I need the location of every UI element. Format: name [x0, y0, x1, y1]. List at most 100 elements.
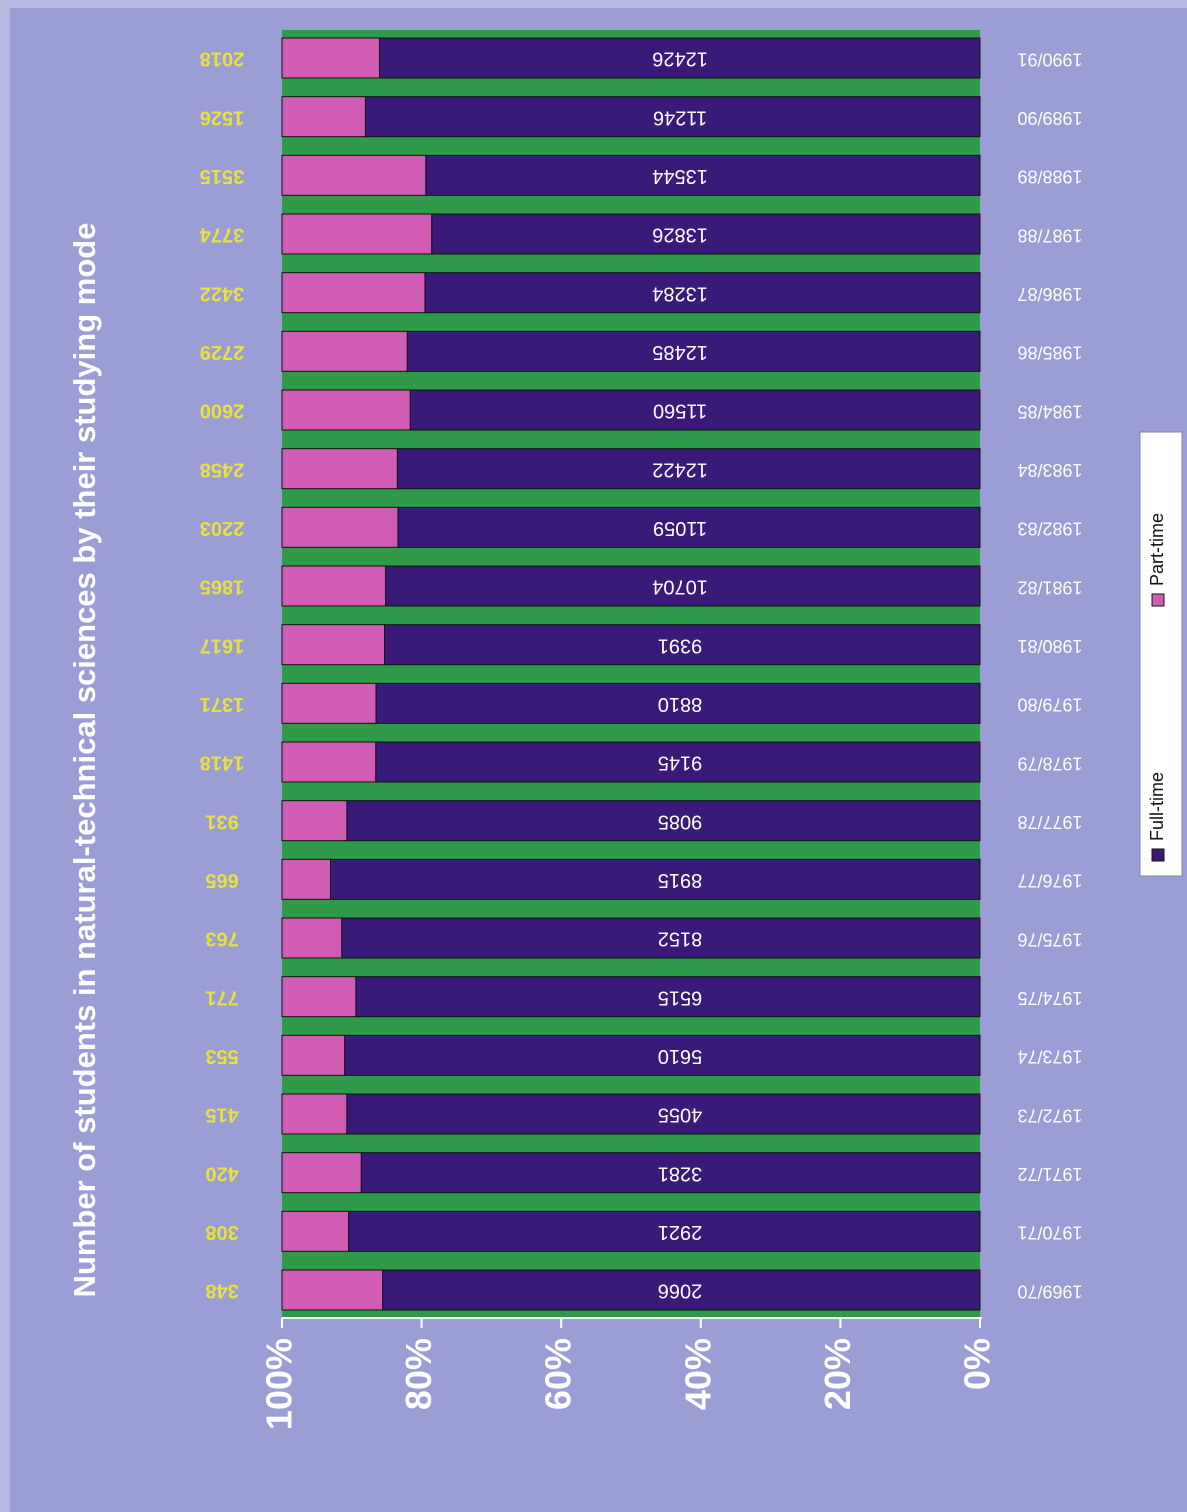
bar-full-time — [384, 624, 981, 666]
full-time-label: 11246 — [653, 106, 707, 128]
bar-part-time — [281, 154, 427, 196]
bar-full-time — [329, 858, 981, 900]
part-time-label: 1617 — [200, 634, 245, 656]
bar-part-time — [281, 96, 366, 138]
part-time-label: 763 — [205, 928, 238, 950]
full-time-label: 5610 — [658, 1045, 703, 1067]
full-time-label: 9145 — [658, 752, 703, 774]
full-time-label: 10704 — [652, 576, 708, 598]
bar-part-time — [281, 448, 398, 490]
part-time-label: 931 — [205, 810, 238, 832]
value-tick-label: 60% — [538, 1338, 579, 1410]
full-time-label: 13544 — [652, 165, 708, 187]
bar-full-time — [396, 448, 981, 490]
part-time-label: 1526 — [200, 106, 245, 128]
bar-part-time — [281, 624, 386, 666]
full-time-label: 12485 — [652, 341, 708, 363]
value-tick-label: 0% — [957, 1338, 998, 1390]
part-time-label: 2203 — [200, 517, 245, 539]
category-label: 1969/70 — [1017, 1281, 1082, 1301]
category-label: 1975/76 — [1017, 929, 1082, 949]
part-time-label: 3774 — [199, 224, 244, 246]
legend-swatch — [1151, 593, 1165, 607]
bar-full-time — [424, 272, 981, 314]
full-time-label: 13826 — [652, 224, 708, 246]
part-time-label: 3515 — [200, 165, 245, 187]
category-label: 1974/75 — [1017, 988, 1082, 1008]
bar-full-time — [406, 330, 981, 372]
category-label: 1982/83 — [1017, 519, 1082, 539]
category-label: 1970/71 — [1017, 1223, 1082, 1243]
part-time-label: 3422 — [200, 282, 245, 304]
part-time-label: 348 — [205, 1280, 238, 1302]
category-label: 1989/90 — [1017, 108, 1082, 128]
bar-full-time — [355, 976, 981, 1018]
bar-full-time — [382, 1269, 981, 1311]
full-time-label: 4055 — [658, 1104, 703, 1126]
bar-part-time — [281, 1210, 350, 1252]
legend-label: Full-time — [1147, 772, 1167, 841]
category-label: 1972/73 — [1017, 1105, 1082, 1125]
full-time-label: 13284 — [652, 282, 708, 304]
bar-part-time — [281, 800, 348, 842]
part-time-label: 1418 — [200, 752, 245, 774]
category-label: 1986/87 — [1017, 284, 1082, 304]
full-time-label: 3281 — [658, 1162, 703, 1184]
bar-part-time — [281, 1034, 346, 1076]
bar-part-time — [281, 741, 377, 783]
bar-part-time — [281, 976, 357, 1018]
category-label: 1973/74 — [1017, 1047, 1082, 1067]
part-time-label: 308 — [205, 1221, 238, 1243]
part-time-label: 665 — [205, 869, 238, 891]
bar-full-time — [397, 506, 981, 548]
full-time-label: 11560 — [653, 400, 707, 422]
category-label: 1988/89 — [1017, 167, 1082, 187]
part-time-label: 1865 — [200, 576, 245, 598]
full-time-label: 8915 — [658, 869, 703, 891]
bar-part-time — [281, 1269, 384, 1311]
bar-part-time — [281, 682, 377, 724]
full-time-label: 6515 — [658, 986, 703, 1008]
bar-full-time — [375, 682, 981, 724]
category-label: 1977/78 — [1017, 812, 1082, 832]
value-tick-label: 20% — [817, 1338, 858, 1410]
bar-part-time — [281, 330, 408, 372]
part-time-label: 2018 — [200, 48, 245, 70]
legend — [1139, 431, 1183, 877]
full-time-label: 11059 — [653, 517, 707, 539]
legend-swatch — [1151, 848, 1165, 862]
bar-full-time — [360, 1152, 981, 1194]
full-time-label: 9085 — [658, 810, 703, 832]
full-time-label: 2066 — [658, 1280, 703, 1302]
full-time-label: 8152 — [658, 928, 703, 950]
category-label: 1981/82 — [1017, 577, 1082, 597]
bar-part-time — [281, 1093, 348, 1135]
full-time-label: 2921 — [658, 1221, 703, 1243]
category-label: 1987/88 — [1017, 225, 1082, 245]
bar-part-time — [281, 565, 387, 607]
bar-full-time — [375, 741, 981, 783]
value-tick-label: 80% — [398, 1338, 439, 1410]
part-time-label: 420 — [205, 1162, 238, 1184]
part-time-label: 415 — [205, 1104, 238, 1126]
category-label: 1984/85 — [1017, 401, 1082, 421]
bar-part-time — [281, 213, 433, 255]
value-tick-label: 40% — [677, 1338, 718, 1410]
bar-full-time — [364, 96, 981, 138]
bar-part-time — [281, 858, 331, 900]
legend-label: Part-time — [1147, 513, 1167, 586]
full-time-label: 9391 — [658, 634, 703, 656]
bar-full-time — [379, 37, 981, 79]
part-time-label: 1371 — [200, 693, 245, 715]
chart-title: Number of students in natural-technical … — [67, 222, 102, 1298]
bar-full-time — [346, 800, 981, 842]
bar-full-time — [385, 565, 981, 607]
part-time-label: 771 — [205, 986, 238, 1008]
bar-part-time — [281, 917, 343, 959]
bar-full-time — [348, 1210, 981, 1252]
bar-part-time — [281, 389, 411, 431]
category-label: 1979/80 — [1017, 695, 1082, 715]
part-time-label: 2600 — [200, 400, 245, 422]
